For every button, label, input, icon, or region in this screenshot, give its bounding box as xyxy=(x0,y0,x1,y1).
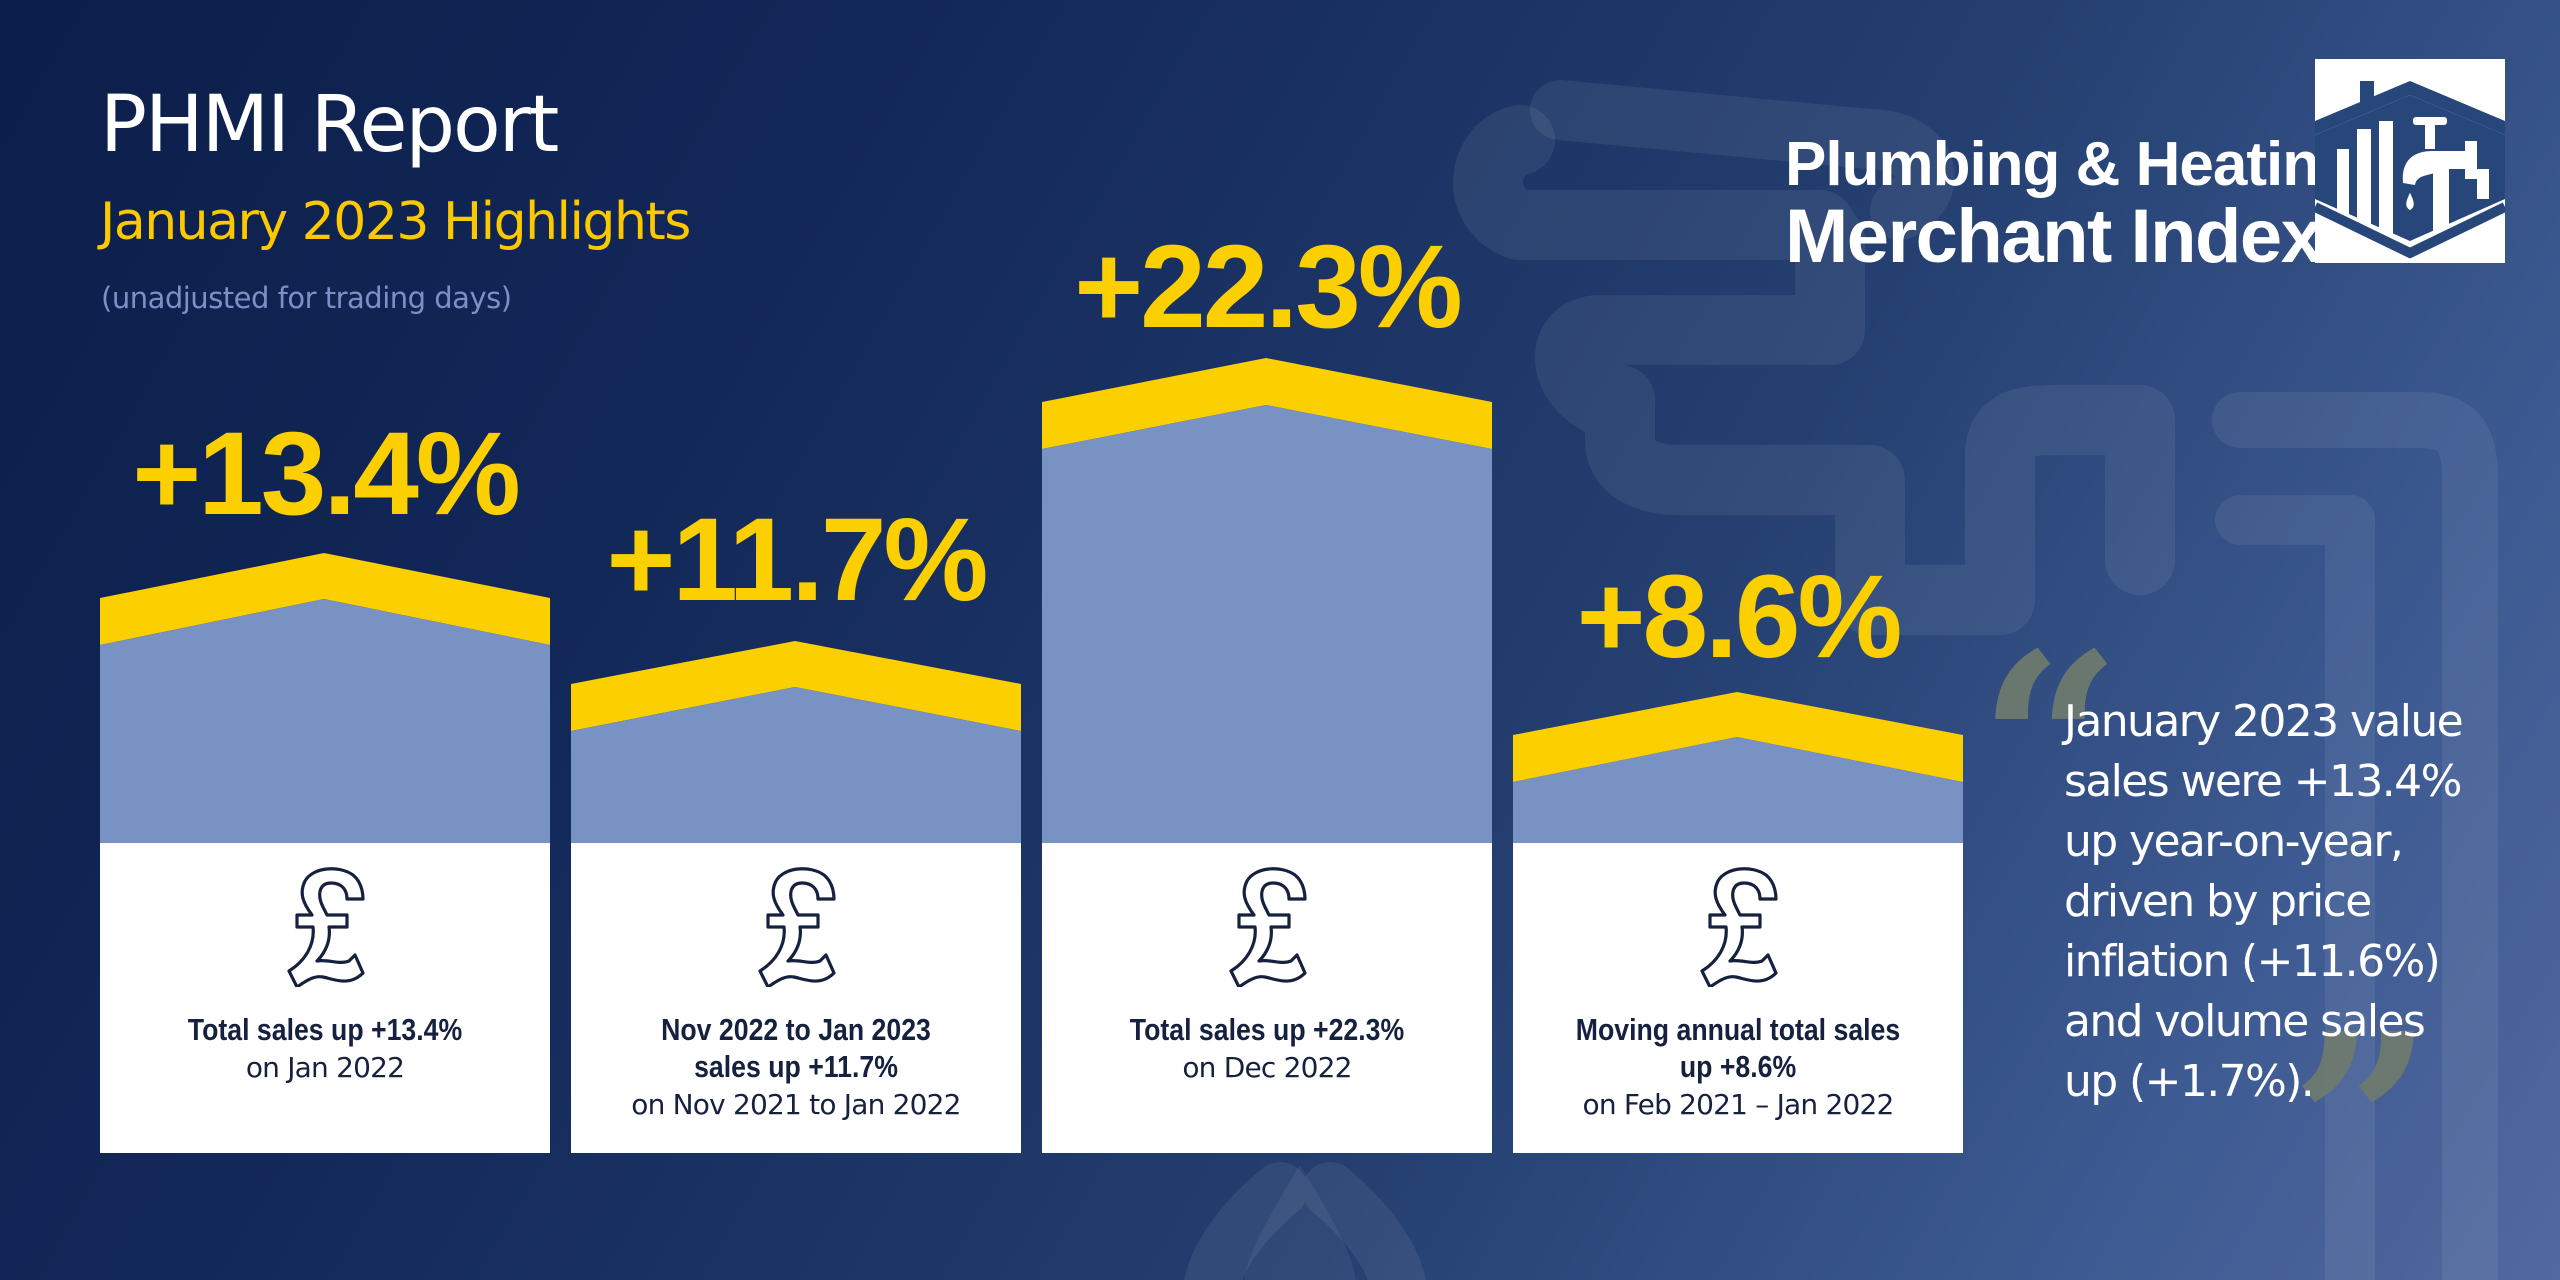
open-quote-icon: “ xyxy=(1978,598,2122,892)
stat-value: +13.4% xyxy=(132,408,521,540)
stat-value: +8.6% xyxy=(1576,551,1903,683)
card-headline: Total sales up +13.4% xyxy=(187,1012,463,1047)
logo-text-line1: Plumbing & Heating xyxy=(1785,130,2357,199)
pound-icon xyxy=(1229,867,1307,987)
logo-text-line2: Merchant Index xyxy=(1785,194,2323,279)
quote-line: driven by price xyxy=(2064,876,2372,927)
house-tap-icon xyxy=(2315,59,2505,263)
stat-card-body: Total sales up +13.4% on Jan 2022 xyxy=(100,843,550,1153)
card-headline: Total sales up +22.3% xyxy=(1129,1012,1405,1047)
card-headline: Moving annual total sales xyxy=(1575,1012,1901,1047)
card-comparison: on Feb 2021 – Jan 2022 xyxy=(1582,1088,1894,1121)
summary-quote: January 2023 value sales were +13.4% up … xyxy=(2064,692,2504,1112)
bar-shape xyxy=(1513,692,1963,844)
card-headline: Nov 2022 to Jan 2023 xyxy=(661,1012,931,1047)
quote-line: inflation (+11.6%) xyxy=(2064,936,2441,987)
bar-shape xyxy=(100,553,550,844)
page-subtitle: January 2023 Highlights xyxy=(100,192,691,252)
bar-shape xyxy=(571,641,1021,844)
stat-card-month-on-month: +22.3% Total sales up +22.3% on Dec 2022 xyxy=(1042,0,1492,1153)
stat-card-total-sales-yoy: +13.4% Total sales up +13.4% on Jan 2022 xyxy=(100,0,550,1153)
pound-icon xyxy=(1700,867,1778,987)
stat-card-body: Nov 2022 to Jan 2023 sales up +11.7% on … xyxy=(571,843,1021,1153)
card-comparison: on Dec 2022 xyxy=(1182,1051,1352,1084)
stat-value: +11.7% xyxy=(606,494,989,626)
stat-card-body: Total sales up +22.3% on Dec 2022 xyxy=(1042,843,1492,1153)
page-title: PHMI Report xyxy=(100,80,559,170)
stat-card-moving-annual-total: +8.6% Moving annual total sales up +8.6%… xyxy=(1513,0,1963,1153)
card-comparison: on Jan 2022 xyxy=(245,1051,405,1084)
quote-line: up year-on-year, xyxy=(2064,816,2404,867)
stat-card-three-month-sales: +11.7% Nov 2022 to Jan 2023 sales up +11… xyxy=(571,0,1021,1153)
close-quote-icon: ” xyxy=(2290,978,2434,1272)
card-comparison: on Nov 2021 to Jan 2022 xyxy=(631,1088,961,1121)
stat-value: +22.3% xyxy=(1074,221,1463,353)
trading-days-note: (unadjusted for trading days) xyxy=(101,281,512,315)
stat-card-body: Moving annual total sales up +8.6% on Fe… xyxy=(1513,843,1963,1153)
quote-line: and volume sales xyxy=(2064,996,2426,1047)
card-headline: up +8.6% xyxy=(1679,1049,1797,1084)
quote-line: January 2023 value xyxy=(2064,696,2464,747)
bar-shape xyxy=(1042,358,1492,844)
quote-line: sales were +13.4% xyxy=(2064,756,2462,807)
quote-line: up (+1.7%). xyxy=(2064,1056,2315,1107)
pound-icon xyxy=(287,867,365,987)
pound-icon xyxy=(758,867,836,987)
phmi-logo: Plumbing & Heating Merchant Index xyxy=(1780,58,2510,275)
card-headline: sales up +11.7% xyxy=(694,1049,898,1084)
